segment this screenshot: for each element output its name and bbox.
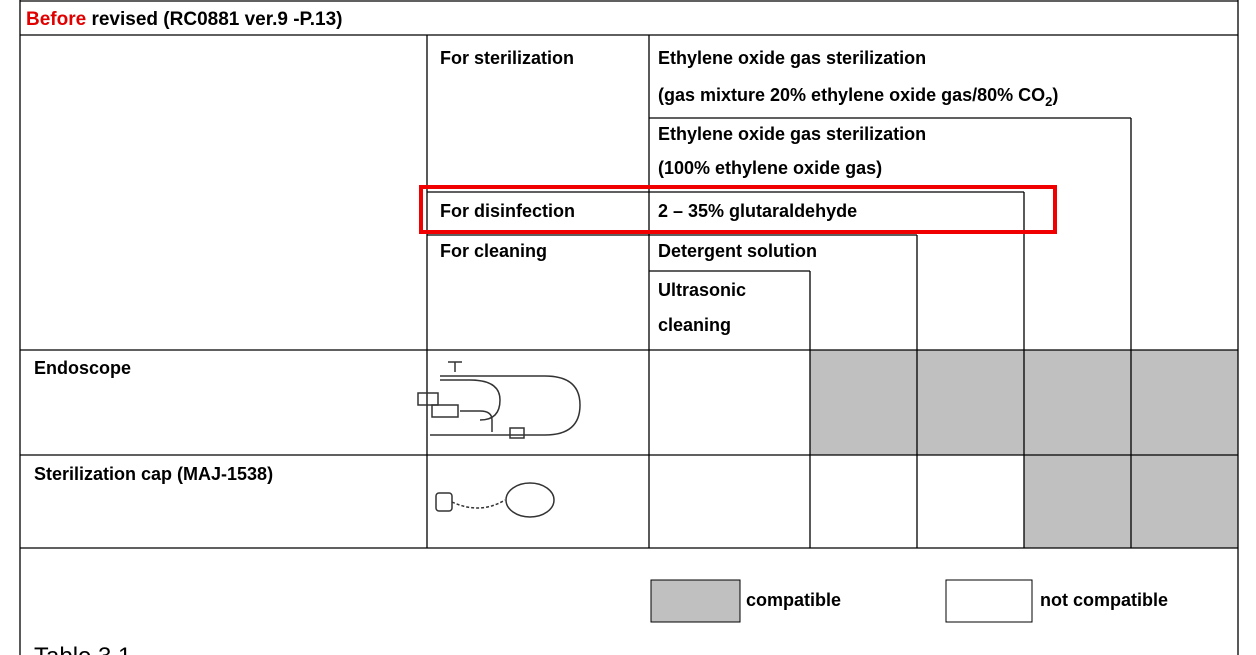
compatibility-cell <box>649 455 810 548</box>
method-group: For sterilization <box>440 48 574 68</box>
endoscope-image <box>418 362 580 438</box>
compatibility-cell <box>1131 455 1238 548</box>
compatibility-cell <box>810 350 917 455</box>
method: Detergent solution <box>658 241 817 261</box>
compatibility-cell <box>1024 350 1131 455</box>
method: cleaning <box>658 315 731 335</box>
row-name: Endoscope <box>34 358 131 378</box>
method: (gas mixture 20% ethylene oxide gas/80% … <box>658 85 1058 109</box>
method: 2 – 35% glutaraldehyde <box>658 201 857 221</box>
method-text: ) <box>1052 85 1058 105</box>
compatibility-cells <box>649 350 1238 548</box>
subscript: 2 <box>1045 94 1052 109</box>
compatibility-cell <box>810 455 917 548</box>
compatibility-cell <box>1024 455 1131 548</box>
method: Ultrasonic <box>658 280 746 300</box>
row-name: Sterilization cap (MAJ-1538) <box>34 464 273 484</box>
title-highlight: Before <box>26 9 86 30</box>
method-text: (gas mixture 20% ethylene oxide gas/80% … <box>658 85 1045 105</box>
page: Before revised (RC0881 ver.9 -P.13) For … <box>0 0 1256 655</box>
legend-swatch <box>946 580 1032 622</box>
compatibility-cell <box>1131 350 1238 455</box>
legend-label: not compatible <box>1040 590 1168 610</box>
title-text: revised (RC0881 ver.9 -P.13) <box>91 9 342 30</box>
compatibility-cell <box>917 455 1024 548</box>
legend-swatch <box>651 580 740 622</box>
method: Ethylene oxide gas sterilization <box>658 124 926 144</box>
compatibility-cell <box>649 350 810 455</box>
legend-label: compatible <box>746 590 841 610</box>
compatibility-cell <box>917 350 1024 455</box>
caption: Table 3.1 <box>34 643 131 655</box>
title: Before revised (RC0881 ver.9 -P.13) <box>26 9 343 30</box>
method: (100% ethylene oxide gas) <box>658 158 882 178</box>
method-group: For disinfection <box>440 201 575 221</box>
cap-image <box>436 483 554 517</box>
method: Ethylene oxide gas sterilization <box>658 48 926 68</box>
method-group: For cleaning <box>440 241 547 261</box>
